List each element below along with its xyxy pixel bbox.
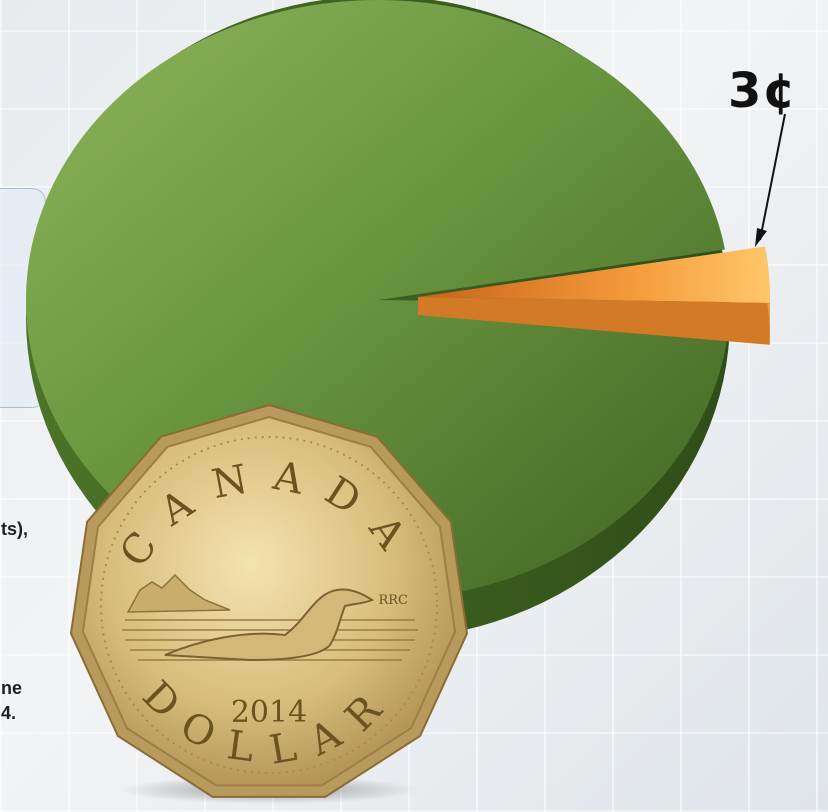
coin-mint-mark: RRC [378, 593, 408, 608]
left-text-line-1: ts), [1, 519, 28, 539]
slice-label-3c: 3¢ [728, 63, 797, 119]
pointer-arrow-line [759, 113, 786, 241]
left-text-line-2: ne [1, 678, 23, 698]
coin-image: CANADA DOLLAR RRC 2014 [69, 403, 469, 804]
pie-slice-small [417, 246, 770, 303]
coin-year: 2014 [231, 695, 307, 730]
left-text-line-3: 4. [1, 703, 17, 723]
pointer-arrow-head [755, 228, 767, 247]
pie-slice-small-side [417, 297, 770, 345]
